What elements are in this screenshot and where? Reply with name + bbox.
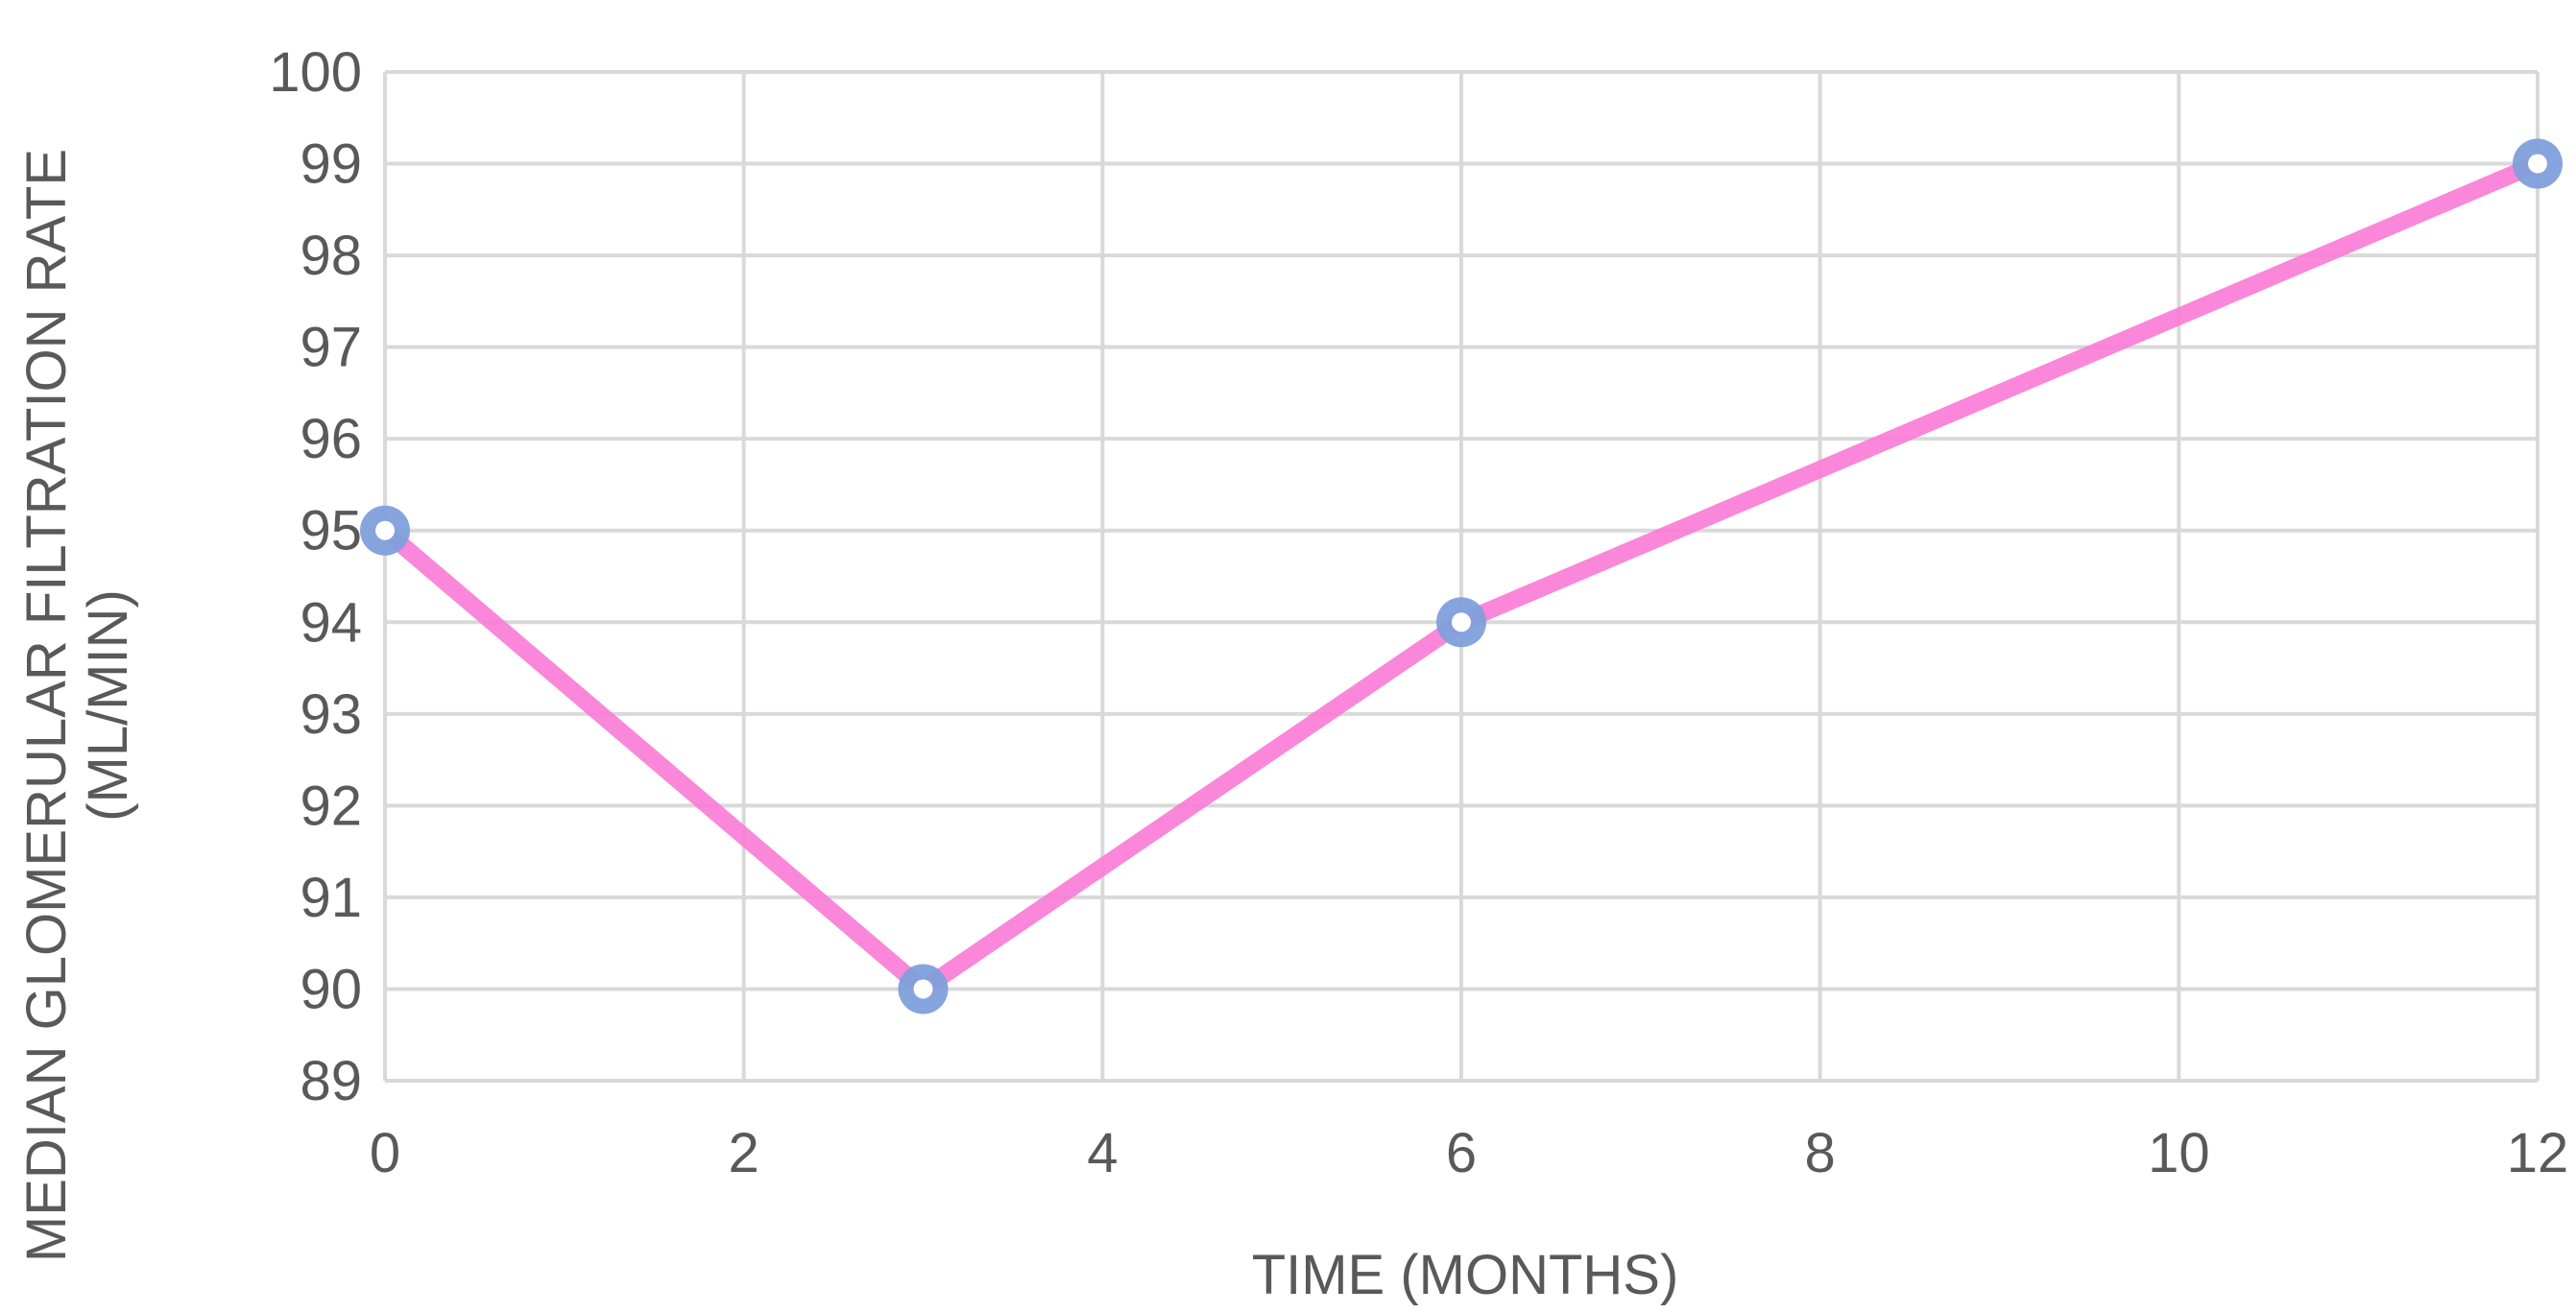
x-tick-label: 4 — [1087, 1122, 1118, 1184]
data-point-marker-center — [1452, 612, 1471, 633]
y-tick-label: 93 — [300, 683, 362, 746]
x-tick-label: 12 — [2507, 1122, 2569, 1184]
y-tick-label: 96 — [300, 408, 362, 470]
data-point-marker-center — [913, 979, 933, 999]
series-line — [376, 155, 2546, 998]
x-tick-label: 10 — [2148, 1122, 2210, 1184]
y-axis-title-line2: (ML/MIN) — [77, 589, 139, 822]
y-tick-label: 94 — [300, 591, 362, 654]
x-tick-label: 6 — [1446, 1122, 1477, 1184]
y-tick-label: 95 — [300, 500, 362, 562]
series-lines — [376, 155, 2546, 998]
y-axis-title: MEDIAN GLOMERULAR FILTRATION RATE (ML/MI… — [15, 149, 139, 1262]
x-tick-label: 2 — [729, 1122, 759, 1184]
y-tick-label: 92 — [300, 775, 362, 837]
y-axis-title-line1: MEDIAN GLOMERULAR FILTRATION RATE — [15, 149, 78, 1262]
x-axis-ticks: 0 2 4 6 8 10 12 — [370, 1122, 2568, 1184]
y-tick-label: 91 — [300, 867, 362, 929]
x-axis-title: TIME (MONTHS) — [1252, 1244, 1679, 1306]
x-tick-label: 0 — [370, 1122, 400, 1184]
y-axis-ticks: 89 90 91 92 93 94 95 96 97 98 99 100 — [269, 41, 362, 1112]
y-tick-label: 89 — [300, 1050, 362, 1112]
y-tick-label: 98 — [300, 225, 362, 287]
y-tick-label: 90 — [300, 958, 362, 1020]
y-tick-label: 99 — [300, 133, 362, 196]
y-tick-label: 100 — [269, 41, 362, 104]
gridlines — [383, 70, 2540, 1083]
data-point-marker-center — [375, 520, 395, 540]
x-tick-label: 8 — [1805, 1122, 1836, 1184]
data-points — [360, 138, 2563, 1015]
data-point-marker-center — [2528, 154, 2547, 174]
y-tick-label: 97 — [300, 317, 362, 379]
